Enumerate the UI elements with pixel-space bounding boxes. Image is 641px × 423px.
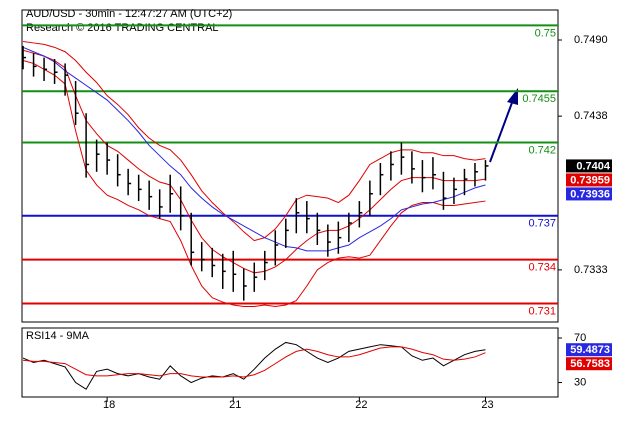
- indicator-line: [22, 49, 486, 274]
- level-label: 0.731: [528, 305, 556, 317]
- y-tick-label: 0.7490: [574, 34, 608, 46]
- indicator-line: [22, 341, 486, 390]
- y-tick-label: 0.7333: [574, 264, 608, 276]
- level-label: 0.737: [528, 218, 556, 230]
- indicator-line: [22, 40, 486, 242]
- price-marker-label: 0.73959: [570, 174, 610, 186]
- level-label: 0.7455: [522, 93, 556, 105]
- level-label: 0.742: [528, 144, 556, 156]
- price-marker: [566, 159, 612, 173]
- x-tick-label: 23: [481, 399, 493, 411]
- price-marker: [566, 187, 612, 201]
- rsi-panel: [21, 327, 559, 398]
- y-tick-label: 30: [574, 376, 586, 388]
- y-tick-label: 70: [574, 332, 586, 344]
- chart-subtitle: Research © 2016 TRADING CENTRAL: [26, 22, 219, 34]
- price-marker-label: 0.73936: [570, 188, 610, 200]
- price-panel: [21, 9, 559, 323]
- indicator-line: [22, 46, 486, 252]
- indicator-line: [22, 346, 486, 378]
- x-tick-label: 18: [103, 399, 115, 411]
- chart-title: AUD/USD - 30min - 12:47:27 AM (UTC+2): [26, 8, 232, 20]
- price-marker-label: 59.4873: [570, 344, 610, 356]
- price-marker: [566, 343, 612, 357]
- price-marker: [566, 173, 612, 187]
- x-tick-label: 21: [229, 399, 241, 411]
- level-label: 0.734: [528, 262, 556, 274]
- rsi-title: RSI14 - 9MA: [26, 330, 90, 342]
- y-tick-label: 0.7438: [574, 110, 608, 122]
- level-label: 0.75: [535, 27, 556, 39]
- price-marker: [566, 357, 612, 371]
- price-marker-label: 0.7404: [576, 160, 611, 172]
- forecast-arrow: [489, 99, 514, 163]
- price-marker-label: 56.7583: [570, 358, 610, 370]
- x-tick-label: 22: [355, 399, 367, 411]
